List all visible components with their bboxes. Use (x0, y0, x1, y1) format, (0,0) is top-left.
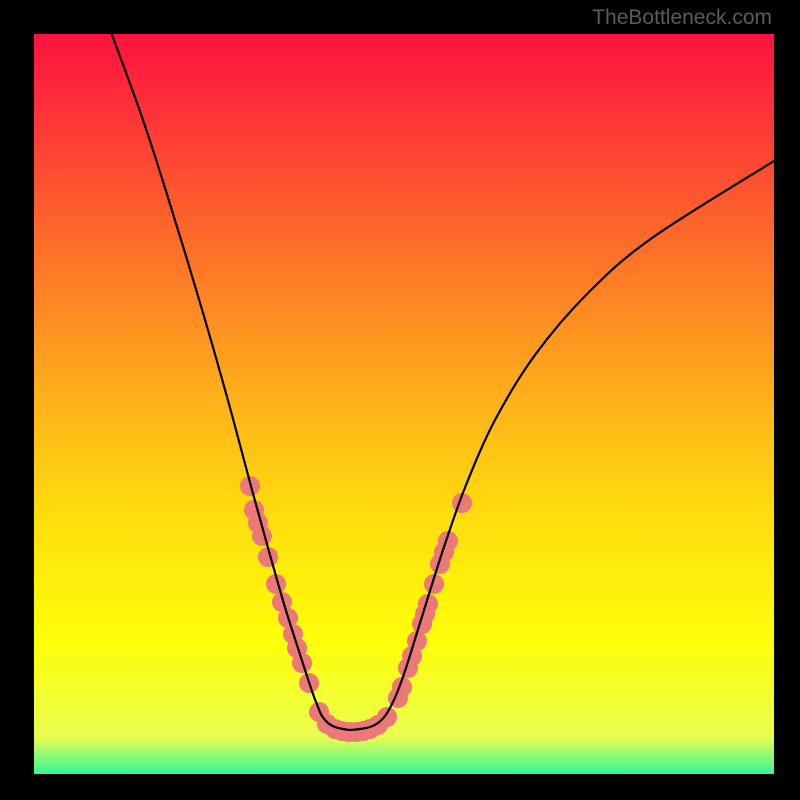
chart-stage: TheBottleneck.com (0, 0, 800, 800)
bottom-marker (377, 707, 397, 727)
curve-left-branch (99, 0, 350, 730)
watermark-text: TheBottleneck.com (592, 6, 772, 30)
curve-svg (0, 0, 800, 800)
curve-right-branch (350, 161, 774, 730)
